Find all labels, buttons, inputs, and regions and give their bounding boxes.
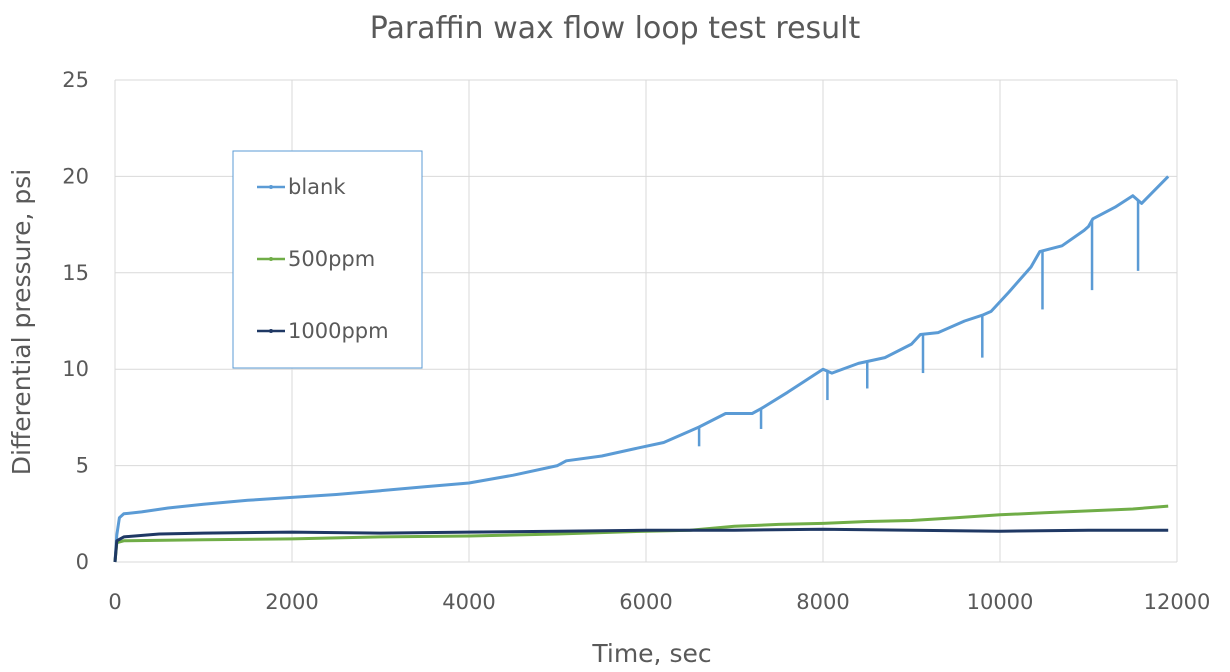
legend-marker (269, 185, 273, 189)
series-layer (113, 175, 1170, 563)
x-tick-label: 6000 (619, 590, 672, 614)
legend-marker (269, 257, 273, 261)
y-tick-labels: 0 5 10 15 20 25 (62, 68, 89, 574)
x-tick-labels: 0 2000 4000 6000 8000 10000 12000 (108, 590, 1210, 614)
x-axis-label: Time, sec (591, 639, 711, 668)
series-500ppm (113, 504, 1169, 563)
y-tick-label: 5 (76, 454, 89, 478)
x-tick-label: 0 (108, 590, 121, 614)
series-blank (113, 175, 1170, 563)
y-tick-label: 20 (62, 164, 89, 188)
series-line-blank (113, 175, 1170, 563)
x-tick-label: 10000 (967, 590, 1034, 614)
legend: blank 500ppm 1000ppm (232, 150, 423, 369)
x-tick-label: 8000 (796, 590, 849, 614)
legend-item-blank: blank (257, 175, 346, 199)
y-tick-label: 15 (62, 261, 89, 285)
x-tick-label: 12000 (1144, 590, 1211, 614)
legend-item-1000ppm: 1000ppm (257, 319, 389, 343)
legend-label: 500ppm (288, 247, 375, 271)
y-axis-label: Differential pressure, psi (7, 169, 36, 475)
x-tick-label: 4000 (442, 590, 495, 614)
y-tick-label: 10 (62, 357, 89, 381)
y-tick-label: 25 (62, 68, 89, 92)
y-tick-label: 0 (76, 550, 89, 574)
legend-label: 1000ppm (288, 319, 389, 343)
series-line-1000ppm (113, 527, 1169, 563)
series-1000ppm (113, 527, 1169, 563)
chart-title: Paraffin wax flow loop test result (370, 11, 861, 46)
legend-label: blank (288, 175, 346, 199)
legend-marker (269, 329, 273, 333)
legend-item-500ppm: 500ppm (257, 247, 375, 271)
x-tick-label: 2000 (265, 590, 318, 614)
series-line-500ppm (113, 504, 1169, 563)
